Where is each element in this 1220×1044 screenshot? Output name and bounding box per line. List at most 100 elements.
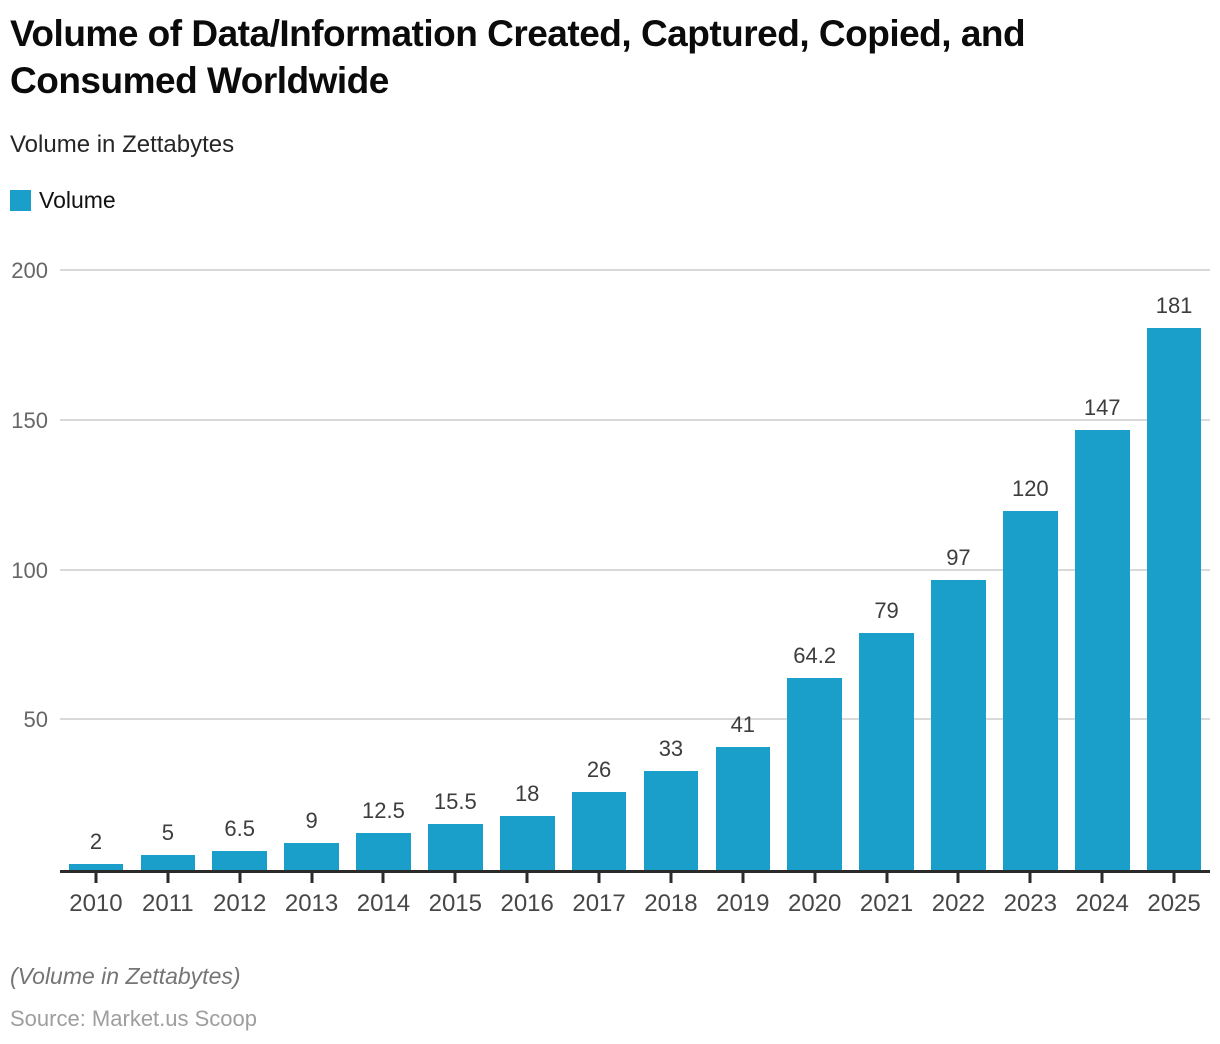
x-axis-tick-2020 bbox=[813, 873, 817, 883]
bar-2024[interactable] bbox=[1074, 429, 1130, 870]
value-label-2015: 15.5 bbox=[433, 788, 477, 814]
category-slot-2018: 33 2018 bbox=[635, 271, 707, 917]
value-label-2013: 9 bbox=[305, 808, 318, 834]
value-label-2021: 79 bbox=[874, 598, 899, 624]
category-slot-2015: 15.5 2015 bbox=[419, 271, 491, 917]
x-axis-label-2022: 2022 bbox=[931, 890, 986, 917]
x-axis-tick-2013 bbox=[310, 873, 314, 883]
bar-2025[interactable] bbox=[1146, 327, 1202, 870]
value-label-2025: 181 bbox=[1155, 292, 1193, 318]
category-slot-2016: 18 2016 bbox=[491, 271, 563, 917]
value-label-2019: 41 bbox=[730, 712, 756, 738]
x-axis-tick-2021 bbox=[885, 873, 889, 883]
chart-title-line-1: Volume of Data/Information Created, Capt… bbox=[10, 13, 1026, 54]
bar-2014[interactable] bbox=[356, 832, 411, 870]
category-slot-2010: 2 2010 bbox=[60, 271, 132, 917]
x-axis-tick-2016 bbox=[525, 873, 529, 883]
x-axis-label-2020: 2020 bbox=[787, 890, 842, 917]
x-axis-tick-2023 bbox=[1028, 873, 1032, 883]
x-axis-label-2021: 2021 bbox=[859, 890, 914, 917]
x-axis-label-2010: 2010 bbox=[69, 890, 123, 917]
y-axis-label-150: 150 bbox=[11, 407, 48, 433]
value-label-2011: 5 bbox=[161, 820, 174, 846]
value-label-2010: 2 bbox=[89, 829, 103, 855]
bar-2018[interactable] bbox=[643, 771, 699, 870]
x-axis-label-2018: 2018 bbox=[644, 890, 698, 917]
x-axis-tick-2012 bbox=[238, 873, 242, 883]
legend-label: Volume bbox=[39, 187, 116, 213]
bar-2013[interactable] bbox=[284, 843, 339, 870]
x-axis-tick-2015 bbox=[453, 873, 457, 883]
x-axis-tick-2022 bbox=[956, 873, 960, 883]
bar-2019[interactable] bbox=[715, 747, 771, 870]
footnote: (Volume in Zettabytes) bbox=[10, 963, 241, 989]
y-axis-label-200: 200 bbox=[11, 258, 48, 283]
gridline-50 bbox=[60, 718, 1210, 721]
x-axis-label-2016: 2016 bbox=[500, 890, 554, 917]
x-axis-label-2015: 2015 bbox=[428, 890, 482, 917]
category-slot-2012: 6.5 2012 bbox=[204, 271, 276, 917]
x-axis-tick-2011 bbox=[166, 873, 170, 883]
x-axis-tick-2017 bbox=[597, 873, 601, 883]
x-axis-tick-2014 bbox=[381, 873, 385, 883]
value-label-2014: 12.5 bbox=[362, 797, 405, 823]
value-label-2023: 120 bbox=[1011, 475, 1049, 501]
bar-2022[interactable] bbox=[931, 579, 986, 870]
bar-2023[interactable] bbox=[1003, 510, 1058, 870]
bar-2012[interactable] bbox=[212, 850, 267, 870]
category-slot-2017: 26 2017 bbox=[563, 271, 635, 917]
category-slot-2024: 147 2024 bbox=[1066, 271, 1138, 917]
x-axis-label-2019: 2019 bbox=[716, 890, 770, 917]
category-slot-2011: 5 2011 bbox=[132, 271, 204, 917]
y-axis-label-100: 100 bbox=[11, 557, 48, 583]
x-axis-label-2024: 2024 bbox=[1075, 890, 1129, 917]
category-slot-2023: 120 2023 bbox=[994, 271, 1066, 917]
chart-title-line-2: Consumed Worldwide bbox=[10, 60, 389, 101]
value-label-2022: 97 bbox=[946, 544, 971, 570]
x-axis-label-2014: 2014 bbox=[356, 890, 411, 917]
value-label-2012: 6.5 bbox=[224, 815, 255, 841]
bars-row: 2 2010 5 2011 6.5 2012 9 2013 12.5 2014 15.5 2015 18… bbox=[60, 271, 1210, 917]
value-label-2017: 26 bbox=[586, 757, 612, 783]
category-slot-2021: 79 2021 bbox=[851, 271, 923, 917]
bar-2016[interactable] bbox=[499, 816, 555, 870]
legend-item-volume[interactable]: Volume bbox=[10, 187, 116, 214]
category-slot-2022: 97 2022 bbox=[923, 271, 995, 917]
chart-title: Volume of Data/Information Created, Capt… bbox=[10, 10, 1210, 104]
gridline-200 bbox=[60, 269, 1210, 271]
x-axis-tick-2019 bbox=[741, 873, 745, 883]
bar-2015[interactable] bbox=[428, 823, 483, 870]
x-axis-label-2025: 2025 bbox=[1147, 890, 1201, 917]
value-label-2018: 33 bbox=[658, 736, 684, 762]
y-axis-label-50: 50 bbox=[23, 707, 48, 733]
bar-2021[interactable] bbox=[859, 633, 914, 870]
category-slot-2019: 41 2019 bbox=[707, 271, 779, 917]
x-axis-label-2011: 2011 bbox=[142, 890, 194, 917]
value-label-2016: 18 bbox=[514, 781, 540, 807]
x-axis-label-2012: 2012 bbox=[212, 890, 267, 917]
chart-subtitle: Volume in Zettabytes bbox=[10, 131, 235, 158]
legend-swatch-icon bbox=[10, 190, 31, 211]
x-axis-label-2017: 2017 bbox=[572, 890, 626, 917]
x-axis-label-2023: 2023 bbox=[1003, 890, 1057, 917]
x-axis-tick-2018 bbox=[669, 873, 673, 883]
gridline-100 bbox=[60, 568, 1210, 571]
x-axis-tick-2025 bbox=[1172, 873, 1176, 883]
bar-2020[interactable] bbox=[787, 677, 842, 870]
gridline-150 bbox=[60, 418, 1210, 421]
bar-2017[interactable] bbox=[571, 792, 627, 870]
value-label-2020: 64.2 bbox=[793, 642, 837, 668]
value-label-2024: 147 bbox=[1083, 394, 1121, 420]
source-credit: Source: Market.us Scoop bbox=[10, 1006, 258, 1031]
x-axis-tick-2024 bbox=[1100, 873, 1104, 883]
plot-area: 50 100 150 200 2 2010 5 2011 6.5 2012 9 2013 12.5 201… bbox=[11, 258, 1210, 917]
bar-2011[interactable] bbox=[140, 855, 196, 870]
category-slot-2014: 12.5 2014 bbox=[348, 271, 420, 917]
category-slot-2025: 181 2025 bbox=[1138, 271, 1210, 917]
x-axis-tick-2010 bbox=[94, 873, 98, 883]
category-slot-2020: 64.2 2020 bbox=[779, 271, 851, 917]
category-slot-2013: 9 2013 bbox=[276, 271, 348, 917]
bar-2010[interactable] bbox=[68, 864, 124, 870]
x-axis-label-2013: 2013 bbox=[284, 890, 339, 917]
